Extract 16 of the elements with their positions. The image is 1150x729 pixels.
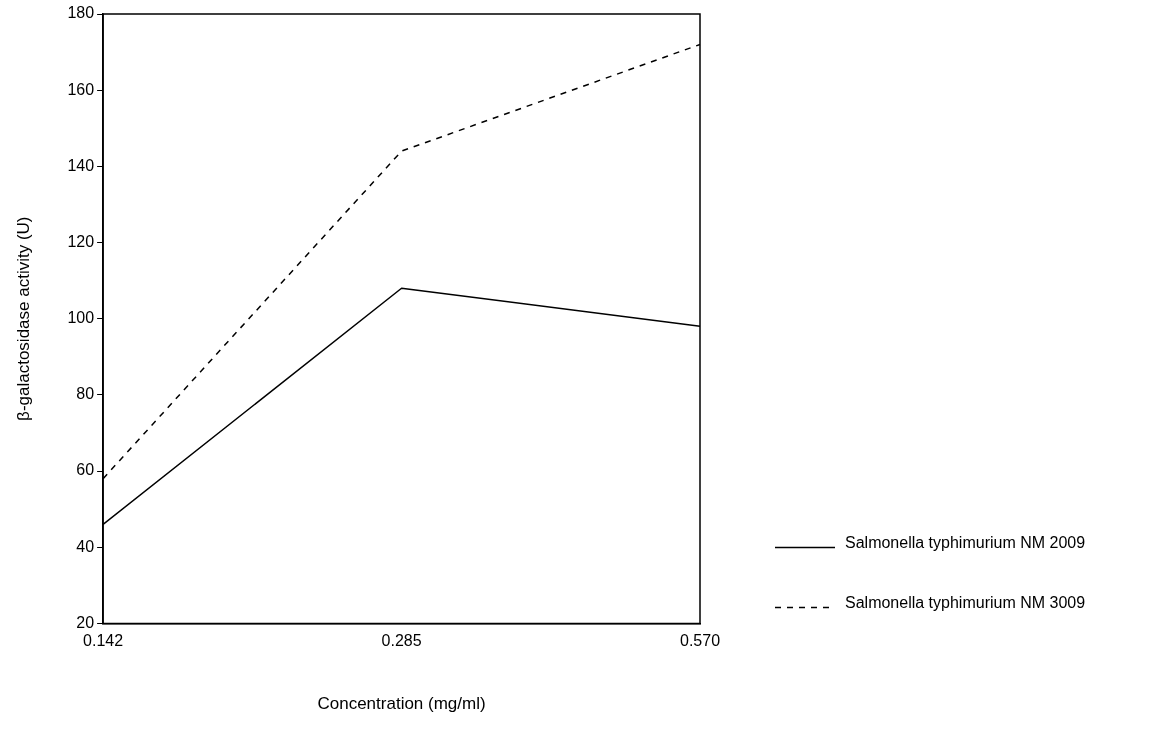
legend-label: Salmonella typhimurium NM 3009 — [845, 593, 1086, 611]
x-axis-title: Concentration (mg/ml) — [317, 694, 486, 714]
y-tick-label: 40 — [76, 537, 95, 555]
y-tick-label: 100 — [67, 309, 95, 327]
x-tick-label: 0.570 — [679, 632, 721, 650]
y-tick-label: 120 — [67, 232, 95, 250]
y-tick-label: 180 — [67, 4, 95, 22]
x-tick-label: 0.285 — [381, 632, 422, 650]
legend-label: Salmonella typhimurium NM 2009 — [845, 533, 1086, 551]
y-tick-label: 80 — [76, 385, 95, 403]
y-tick-label: 140 — [67, 156, 95, 174]
y-tick-label: 60 — [76, 461, 95, 479]
y-axis-title: β-galactosidase activity (U) — [13, 216, 33, 421]
x-tick-label: 0.142 — [83, 632, 124, 650]
y-tick-label: 160 — [67, 80, 95, 98]
y-tick-label: 20 — [76, 613, 95, 631]
